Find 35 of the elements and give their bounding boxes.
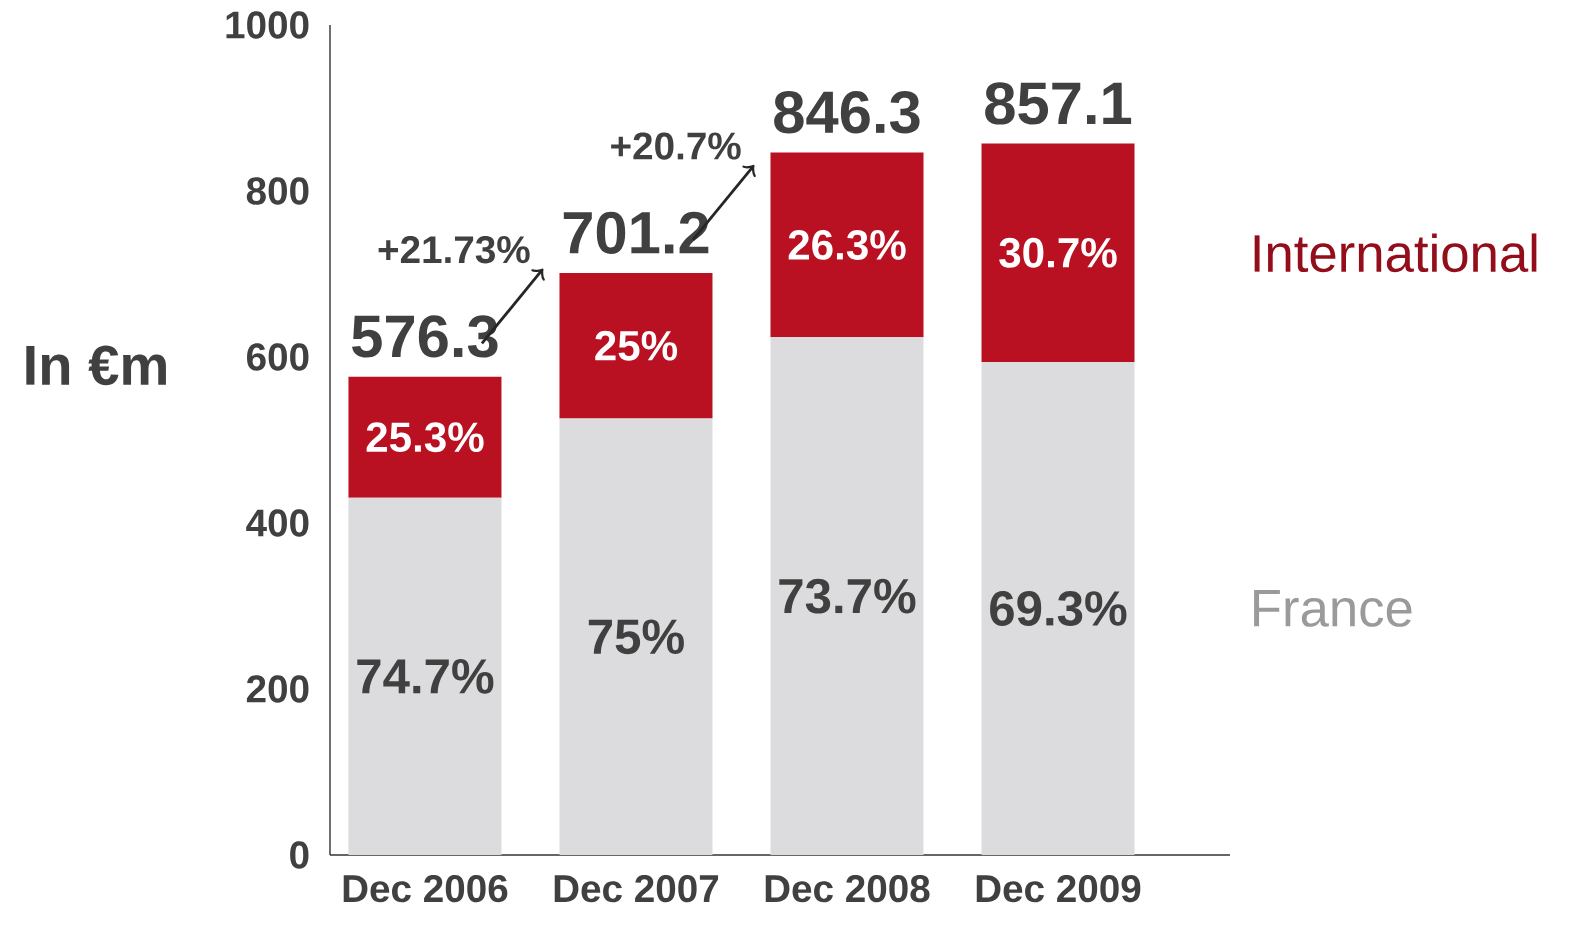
x-tick-label: Dec 2008 <box>765 874 930 903</box>
bar <box>770 337 924 855</box>
bar <box>770 152 924 338</box>
y-tick-label: 400 <box>246 509 309 537</box>
total-label: 857.1 <box>985 82 1132 125</box>
x-tick-label: Dec 2009 <box>976 874 1141 903</box>
annotation: +20.7% <box>611 132 741 160</box>
annotation: 26.3% <box>788 230 906 260</box>
annotation: +21.73% <box>378 236 530 264</box>
annotation: 69.3% <box>990 591 1127 626</box>
total-label: 576.3 <box>352 315 498 358</box>
y-tick-label: 0 <box>290 841 309 869</box>
y-tick-label: 600 <box>247 343 309 371</box>
x-tick-label: Dec 2006 <box>343 874 508 903</box>
y-tick-label: 1000 <box>226 11 309 39</box>
bar <box>559 418 713 855</box>
y-axis-title: In €m <box>26 345 166 386</box>
annotation: 74.7% <box>357 659 494 694</box>
annotation: 30.7% <box>999 237 1117 268</box>
annotation: 75% <box>588 619 684 655</box>
total-label: 846.3 <box>774 91 920 134</box>
annotation: 25.3% <box>366 422 484 453</box>
bar <box>348 497 502 855</box>
text: France <box>1254 590 1412 627</box>
text: International <box>1254 233 1537 273</box>
y-tick-label: 800 <box>246 177 309 205</box>
annotation: 73.7% <box>779 578 916 614</box>
bar <box>981 143 1135 362</box>
bar <box>559 273 713 419</box>
bar <box>348 376 502 498</box>
x-tick-label: Dec 2007 <box>554 874 719 903</box>
annotation: 25% <box>595 330 678 361</box>
total-label: 701.2 <box>563 211 709 254</box>
y-tick-label: 200 <box>246 675 309 703</box>
bar <box>981 361 1135 855</box>
